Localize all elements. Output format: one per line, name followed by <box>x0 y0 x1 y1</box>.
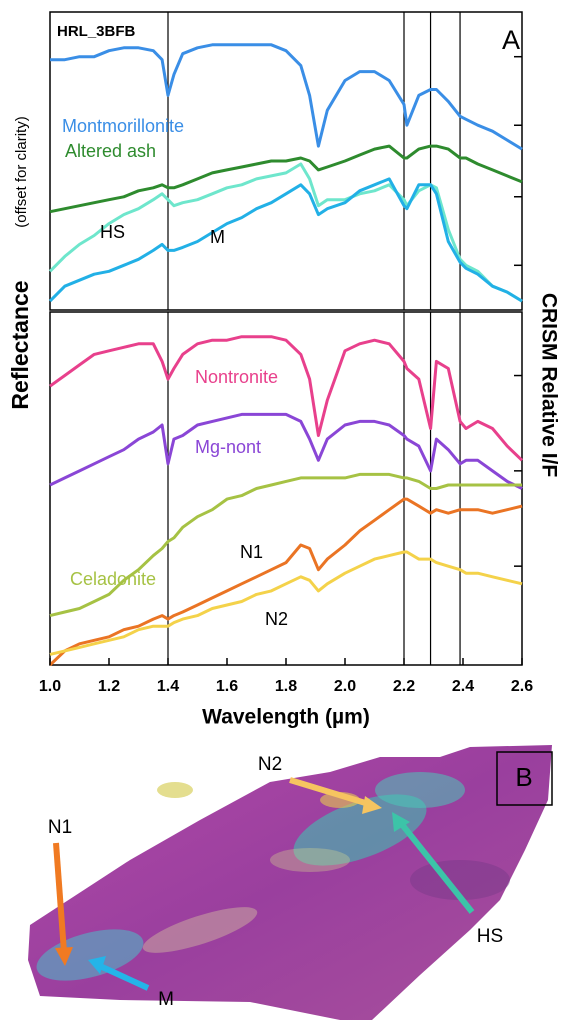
series-label: N1 <box>240 542 263 562</box>
series-label: Celadonite <box>70 569 156 589</box>
y2-axis-label: CRISM Relative I/F <box>537 293 560 478</box>
series-label: Nontronite <box>195 367 278 387</box>
map-image <box>28 745 553 1020</box>
series-label: Montmorillonite <box>62 116 184 136</box>
map-label: N1 <box>48 817 72 838</box>
spectrum-line <box>49 550 523 656</box>
spectrum-line <box>49 472 522 618</box>
spectrum-line <box>48 177 523 303</box>
series-label: HS <box>100 222 125 242</box>
y-axis-label: Reflectance <box>7 280 33 409</box>
x-tick-label: 1.8 <box>275 678 297 695</box>
series-label: M <box>210 227 225 247</box>
x-tick-label: 1.0 <box>39 678 61 695</box>
plot-frame <box>49 11 523 311</box>
spectrum-line <box>48 162 523 303</box>
annotation: HRL_3BFB <box>57 23 136 40</box>
x-axis-label: Wavelength (µm) <box>202 706 370 729</box>
series-label: Altered ash <box>65 141 156 161</box>
panel-label: A <box>502 25 520 55</box>
x-tick-label: 2.6 <box>511 678 533 695</box>
x-tick-label: 1.6 <box>216 678 238 695</box>
y-axis-note: (offset for clarity) <box>13 116 30 227</box>
spectrum-line <box>49 412 523 490</box>
spectrum-line <box>49 335 524 462</box>
series-label: Mg-nont <box>195 437 261 457</box>
x-tick-label: 2.4 <box>452 678 474 695</box>
x-tick-label: 2.0 <box>334 678 356 695</box>
map-label: M <box>158 989 174 1010</box>
panel-label: B <box>515 762 532 792</box>
x-tick-label: 1.2 <box>98 678 120 695</box>
spectrum-line <box>48 497 523 667</box>
x-tick-label: 2.2 <box>393 678 415 695</box>
spectrum-line <box>50 43 523 151</box>
series-label: N2 <box>265 609 288 629</box>
map-label: HS <box>477 926 503 947</box>
map-label: N2 <box>258 754 282 775</box>
spectrum-line <box>49 144 523 214</box>
x-tick-label: 1.4 <box>157 678 179 695</box>
